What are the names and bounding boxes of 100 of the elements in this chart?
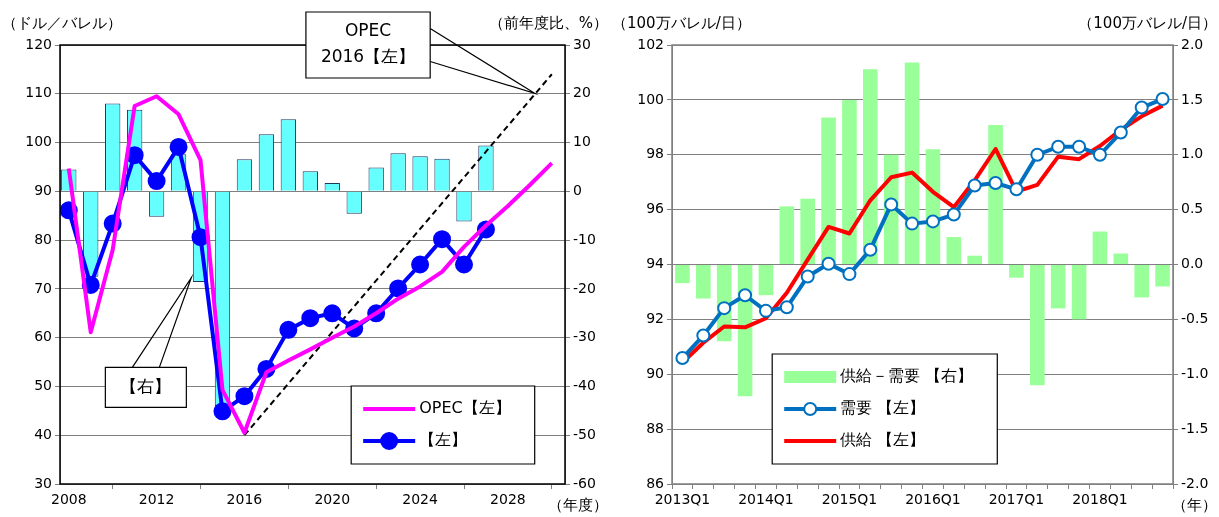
- point: [323, 304, 342, 323]
- y2-tick-label: -1.0: [1181, 364, 1209, 381]
- y-axis-title: （100万バレル/日）: [612, 14, 751, 32]
- point: [884, 197, 899, 212]
- bar: [1113, 253, 1129, 264]
- bar: [758, 265, 774, 296]
- point: [779, 300, 794, 315]
- x-tick-label: 2012: [138, 491, 175, 508]
- point: [863, 242, 878, 257]
- y-tick-label: 60: [34, 328, 52, 345]
- y2-tick-label: -30: [573, 328, 596, 345]
- bar: [1050, 265, 1066, 309]
- point: [301, 309, 320, 328]
- y2-tick-label: -50: [573, 425, 596, 442]
- x-tick-label: 2014Q1: [738, 491, 794, 508]
- legend-label: 【左】: [419, 430, 468, 450]
- point: [905, 216, 920, 231]
- point: [821, 256, 836, 271]
- bar: [821, 117, 836, 264]
- y-tick-label: 30: [34, 474, 52, 491]
- y2-axis-title: （前年度比、%）: [488, 14, 608, 32]
- point: [1092, 147, 1107, 162]
- x-axis-title: （年度）: [548, 496, 608, 514]
- y2-tick-label: 1.0: [1181, 145, 1204, 162]
- y2-tick-label: -10: [573, 230, 596, 247]
- point: [1072, 139, 1087, 154]
- y-tick-label: 80: [34, 230, 52, 247]
- x-tick-label: 2016Q1: [905, 491, 961, 508]
- bar: [1092, 231, 1108, 264]
- bar: [779, 206, 795, 264]
- x-axis-title: （年）: [1172, 496, 1217, 514]
- y-tick-label: 102: [637, 35, 664, 52]
- point: [455, 255, 473, 274]
- legend-label: 需要 【左】: [840, 398, 926, 418]
- point: [946, 207, 961, 222]
- point: [411, 255, 430, 274]
- y2-tick-label: -40: [573, 377, 596, 394]
- y-tick-label: 50: [34, 377, 52, 394]
- y-tick-label: 98: [646, 145, 664, 162]
- bar: [946, 237, 962, 264]
- y-tick-label: 110: [25, 84, 52, 101]
- bar: [1071, 265, 1087, 320]
- point: [279, 320, 298, 339]
- y-tick-label: 70: [34, 279, 52, 296]
- x-tick-label: 2018Q1: [1072, 491, 1128, 508]
- legend-label: 供給－需要 【右】: [840, 366, 974, 386]
- x-tick-label: 2008: [50, 491, 87, 508]
- x-tick-label: 2013Q1: [654, 491, 711, 508]
- point: [235, 387, 254, 406]
- x-tick-label: 2015Q1: [821, 491, 878, 508]
- bar: [800, 198, 815, 264]
- legend-label: OPEC【左】: [419, 398, 511, 418]
- y2-tick-label: 20: [573, 84, 591, 101]
- point: [988, 176, 1003, 191]
- point: [925, 214, 940, 229]
- point: [169, 137, 188, 156]
- x-tick-label: 2024: [402, 491, 438, 508]
- y-axis-title: （ドル／バレル）: [2, 14, 122, 32]
- y2-tick-label: 0: [573, 181, 582, 198]
- bar: [842, 99, 857, 264]
- x-tick-label: 2017Q1: [988, 491, 1045, 508]
- x-tick-label: 2020: [314, 491, 351, 508]
- y-tick-label: 40: [34, 425, 52, 442]
- point: [717, 301, 732, 316]
- point: [1134, 100, 1149, 115]
- y2-tick-label: -20: [573, 279, 596, 296]
- y2-tick-label: 0.0: [1181, 255, 1204, 272]
- y-tick-label: 100: [25, 133, 52, 150]
- point: [967, 178, 982, 193]
- y-tick-label: 90: [34, 181, 52, 198]
- bar: [904, 62, 920, 264]
- point: [1030, 147, 1045, 162]
- bar: [1009, 265, 1024, 278]
- bar: [1030, 265, 1045, 386]
- y-tick-label: 92: [646, 310, 664, 327]
- y2-tick-label: -60: [573, 474, 596, 491]
- annotation: OPEC 2016【左】: [320, 20, 416, 67]
- y2-axis-title: （100万バレル/日）: [1078, 14, 1217, 32]
- annotation: 【右】: [120, 375, 172, 396]
- point: [738, 288, 753, 303]
- y2-tick-label: -0.5: [1181, 310, 1209, 327]
- y2-tick-label: 10: [573, 133, 591, 150]
- point: [1113, 125, 1128, 140]
- bar: [675, 265, 690, 284]
- point: [389, 279, 408, 298]
- y2-tick-label: 2.0: [1181, 35, 1204, 52]
- bar: [1155, 265, 1170, 287]
- point: [1009, 182, 1024, 197]
- y-tick-label: 90: [646, 364, 664, 381]
- y-tick-label: 86: [646, 474, 665, 491]
- point: [1051, 139, 1066, 154]
- bar: [1134, 265, 1149, 298]
- y2-tick-label: 1.5: [1181, 90, 1204, 107]
- y2-tick-label: -2.0: [1181, 474, 1209, 491]
- y2-tick-label: 30: [573, 35, 591, 52]
- legend-label: 供給 【左】: [840, 430, 926, 450]
- y-tick-label: 94: [646, 255, 665, 272]
- bar: [696, 265, 711, 299]
- y-tick-label: 100: [637, 90, 664, 107]
- point: [758, 303, 773, 318]
